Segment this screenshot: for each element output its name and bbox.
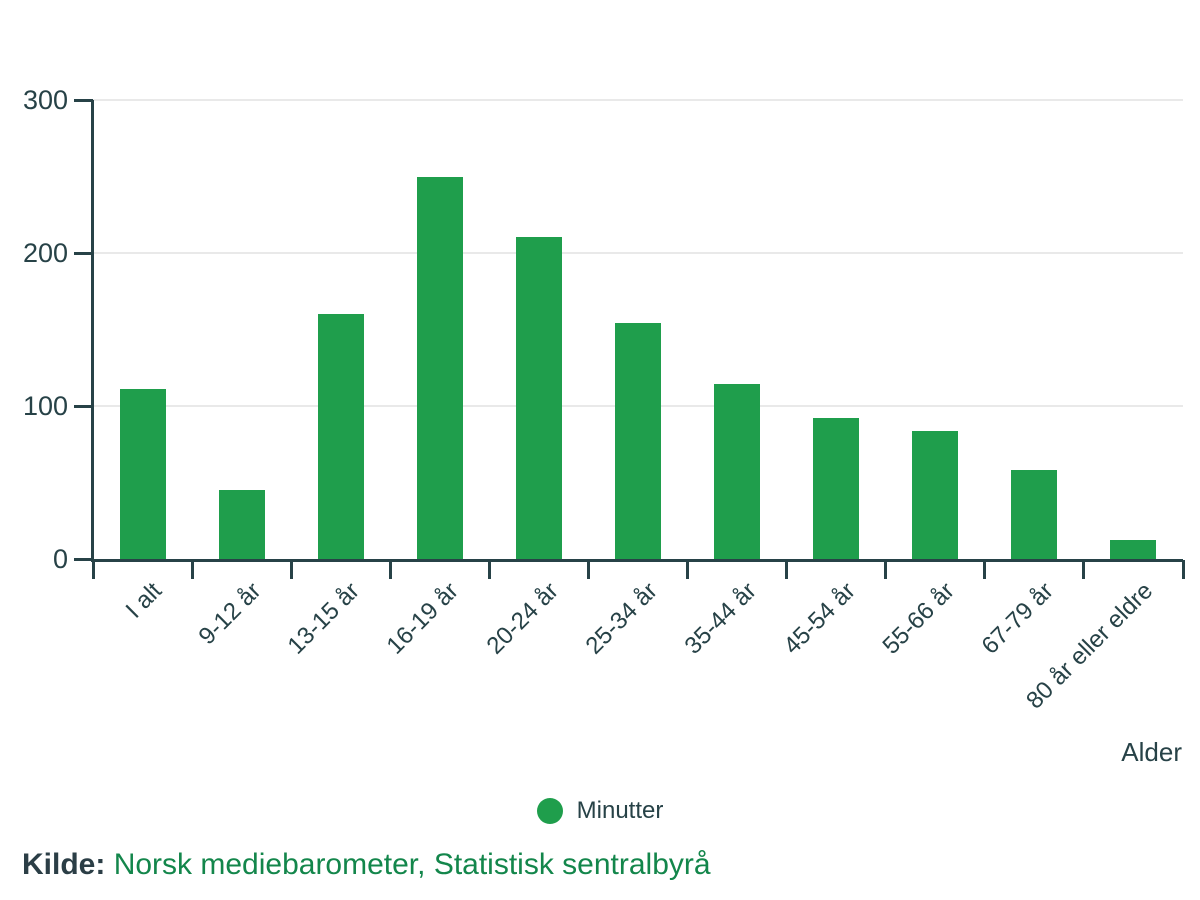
y-axis-line — [91, 100, 94, 562]
source-link[interactable]: Norsk mediebarometer, Statistisk sentral… — [113, 848, 711, 881]
x-axis-tick-label: 35-44 år — [679, 577, 762, 660]
x-axis-tick — [190, 560, 194, 579]
x-axis-tick — [1181, 560, 1185, 579]
y-axis-tick-label: 100 — [22, 391, 68, 421]
bar[interactable] — [912, 431, 958, 560]
x-axis-tick — [884, 560, 888, 579]
legend-marker-icon — [536, 798, 563, 824]
x-axis-tick-label: I alt — [120, 577, 167, 624]
bar[interactable] — [219, 490, 265, 560]
y-axis-tick — [74, 99, 93, 102]
x-axis-title: Alder — [1121, 737, 1182, 767]
x-axis-tick — [91, 560, 95, 579]
y-axis-tick-label: 200 — [22, 238, 68, 268]
y-axis-tick — [74, 558, 93, 561]
gridline — [93, 99, 1183, 101]
legend-label: Minutter — [576, 797, 664, 824]
source-line: Kilde: Norsk mediebarometer, Statistisk … — [22, 846, 711, 884]
x-axis-tick — [388, 560, 392, 579]
x-axis-tick-label: 9-12 år — [193, 577, 267, 651]
x-axis-tick — [586, 560, 590, 579]
y-axis-tick-label: 300 — [22, 85, 68, 115]
y-axis-tick — [74, 252, 93, 255]
bar[interactable] — [813, 418, 859, 560]
x-axis-tick — [289, 560, 293, 579]
x-axis-tick-label: 67-79 år — [976, 577, 1059, 660]
legend-item[interactable]: Minutter — [536, 797, 664, 825]
bar[interactable] — [615, 323, 661, 560]
y-axis-tick — [74, 405, 93, 408]
bar[interactable] — [1011, 470, 1057, 560]
x-axis-tick-label: 25-34 år — [580, 577, 663, 660]
bar[interactable] — [1110, 540, 1156, 560]
bar[interactable] — [120, 389, 166, 560]
bar[interactable] — [318, 314, 364, 560]
x-axis-tick-label: 13-15 år — [282, 577, 366, 660]
x-axis-tick — [785, 560, 789, 579]
x-axis-tick-label: 45-54 år — [778, 577, 861, 660]
x-axis-tick-label: 20-24 år — [481, 577, 564, 660]
gridline — [93, 252, 1183, 254]
x-axis-tick-label: 55-66 år — [877, 577, 960, 660]
bar[interactable] — [516, 237, 562, 560]
x-axis-tick-label: 16-19 år — [381, 577, 465, 660]
x-axis-tick — [686, 560, 690, 579]
x-axis-tick — [1082, 560, 1086, 579]
x-axis-tick — [983, 560, 987, 579]
x-axis-tick — [487, 560, 491, 579]
y-axis-tick-label: 0 — [52, 544, 68, 574]
x-axis-line — [93, 559, 1183, 562]
source-prefix: Kilde: — [22, 848, 106, 881]
bar[interactable] — [714, 384, 760, 560]
bar[interactable] — [417, 177, 463, 560]
legend: Minutter — [0, 797, 1200, 825]
